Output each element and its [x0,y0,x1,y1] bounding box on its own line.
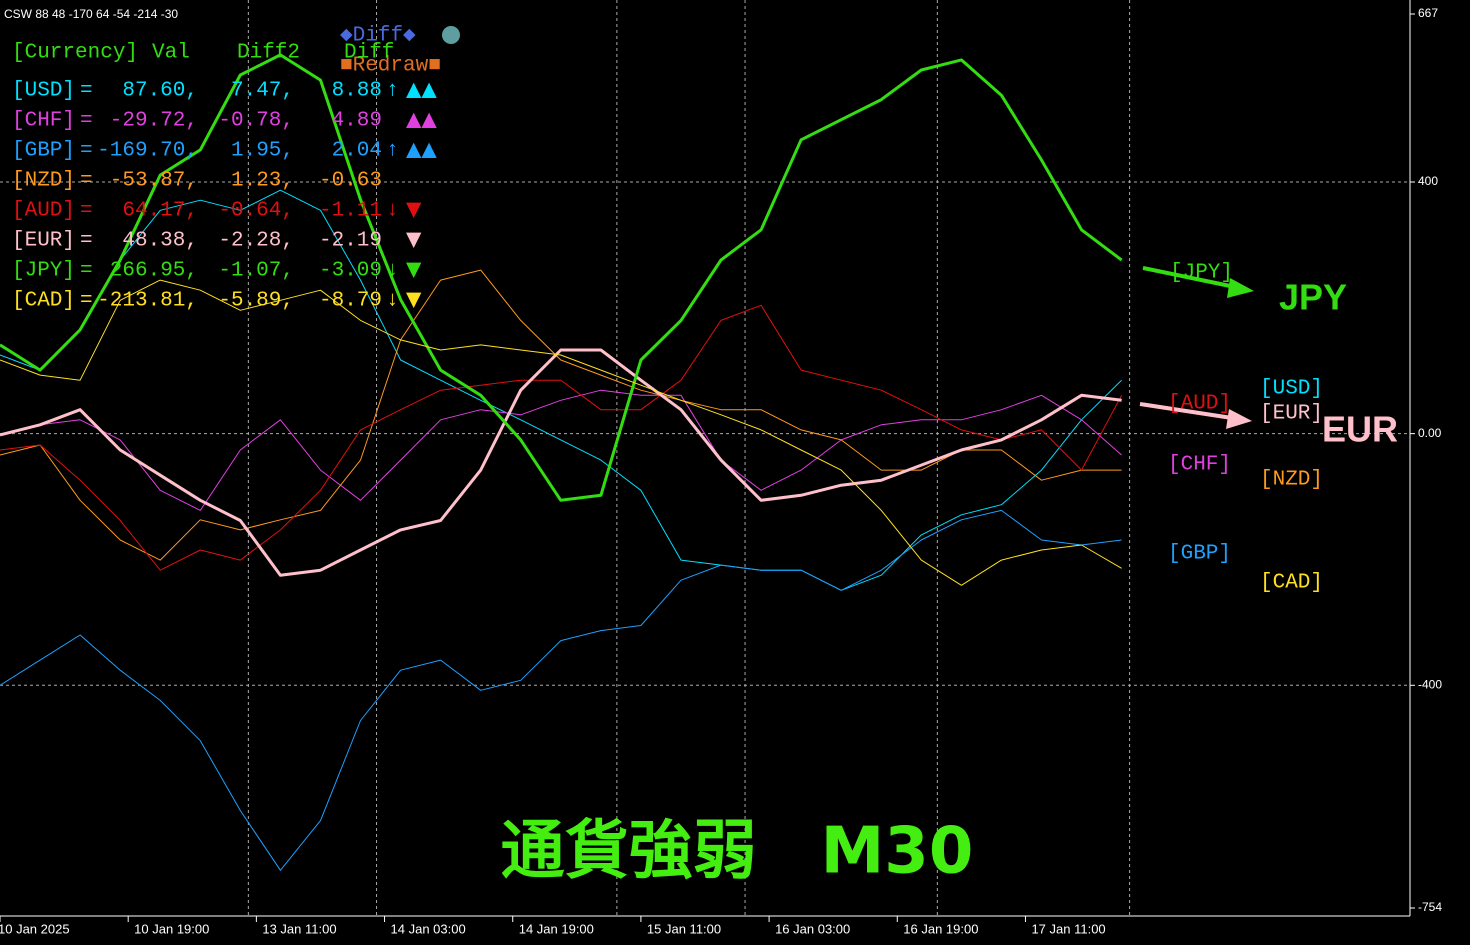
series-line [0,389,1122,511]
annotation: EUR [1322,409,1398,450]
row-name: [CHF] [12,110,75,133]
row-sep: = [80,200,93,223]
panel-header: [Currency] [12,42,138,65]
series-label: [NZD] [1260,469,1323,492]
arrow-head [1226,409,1252,429]
row-sep: = [80,170,93,193]
series-label: [USD] [1260,378,1323,401]
row-diff2: -2.28, [218,230,294,253]
row-signal: ▲▲ [406,137,437,161]
x-tick-label: 14 Jan 19:00 [519,921,594,936]
x-tick-label: 10 Jan 2025 [0,921,70,936]
y-tick-label: -754 [1418,900,1442,914]
series-label: [JPY] [1170,262,1233,285]
row-arrow: ↑ [386,80,399,103]
row-diff2: 1.95, [231,140,294,163]
row-val: -169.70, [97,140,198,163]
row-name: [NZD] [12,170,75,193]
row-arrow: ↓ [386,290,399,313]
series-label: [EUR] [1260,403,1323,426]
row-name: [AUD] [12,200,75,223]
y-tick-label: 667 [1418,6,1438,20]
row-signal: ▼ [406,227,422,251]
row-val: -213.81, [97,290,198,313]
row-diff: -2.19 [319,230,382,253]
diff-button[interactable]: ◆Diff◆ [340,25,416,48]
row-name: [CAD] [12,290,75,313]
arrow-head [1227,278,1254,298]
arrow [1139,402,1233,420]
x-tick-label: 16 Jan 03:00 [775,921,850,936]
row-diff2: 7.47, [231,80,294,103]
row-diff2: -5.89, [218,290,294,313]
row-val: 48.38, [122,230,198,253]
row-diff2: -0.64, [218,200,294,223]
row-val: 64.17, [122,200,198,223]
row-diff: 4.89 [332,110,382,133]
series-line [0,53,1123,502]
row-diff: 8.88 [332,80,382,103]
series-line [0,189,1122,591]
row-arrow: ↓ [386,200,399,223]
x-tick-label: 10 Jan 19:00 [134,921,209,936]
row-name: [EUR] [12,230,75,253]
toggle-circle[interactable] [442,26,460,44]
x-tick-label: 15 Jan 11:00 [647,921,721,936]
row-sep: = [80,290,93,313]
panel-header: Diff2 [237,42,300,65]
series-line [0,304,1123,571]
row-val: 266.95, [110,260,198,283]
chart-title: CSW 88 48 -170 64 -54 -214 -30 [4,7,178,21]
row-diff: -3.09 [319,260,382,283]
row-val: -53.87, [110,170,198,193]
panel-header: Val [152,42,190,65]
row-sep: = [80,140,93,163]
series-label: [AUD] [1168,393,1231,416]
row-sep: = [80,80,93,103]
row-sep: = [80,110,93,133]
row-diff: -0.63 [319,170,382,193]
row-diff2: -1.07, [218,260,294,283]
row-signal: ▼ [406,197,422,221]
redraw-button[interactable]: ■Redraw■ [340,55,441,78]
y-tick-label: -400 [1418,677,1442,691]
row-name: [USD] [12,80,75,103]
row-signal: ▲▲ [406,107,437,131]
x-tick-label: 16 Jan 19:00 [903,921,978,936]
series-label: [CHF] [1168,454,1231,477]
row-diff: -1.11 [319,200,382,223]
row-diff: -8.79 [319,290,382,313]
series-line [0,348,1122,577]
y-tick-label: 0.00 [1418,426,1442,440]
row-diff2: 1.23, [231,170,294,193]
row-val: -29.72, [110,110,198,133]
series-line [0,269,1122,561]
panel-header: Diff [344,42,394,65]
x-tick-label: 17 Jan 11:00 [1031,921,1105,936]
x-tick-label: 14 Jan 03:00 [391,921,466,936]
big-caption: 通貨強弱 M30 [501,815,974,889]
series-label: [GBP] [1168,543,1231,566]
series-label: [CAD] [1260,572,1323,595]
row-sep: = [80,260,93,283]
series-line [0,509,1122,871]
row-arrow: ↑ [386,140,399,163]
row-name: [GBP] [12,140,75,163]
row-arrow: ↓ [386,260,399,283]
row-signal: ▼ [406,287,422,311]
row-diff2: -0.78, [218,110,294,133]
row-signal: ▼ [406,257,422,281]
y-tick-label: 400 [1418,174,1438,188]
row-diff: 2.04 [332,140,382,163]
row-signal: ▲▲ [406,77,437,101]
row-sep: = [80,230,93,253]
arrow [1142,266,1236,289]
series-line [0,279,1122,586]
row-val: 87.60, [122,80,198,103]
row-name: [JPY] [12,260,75,283]
x-tick-label: 13 Jan 11:00 [262,921,336,936]
annotation: JPY [1279,277,1347,318]
